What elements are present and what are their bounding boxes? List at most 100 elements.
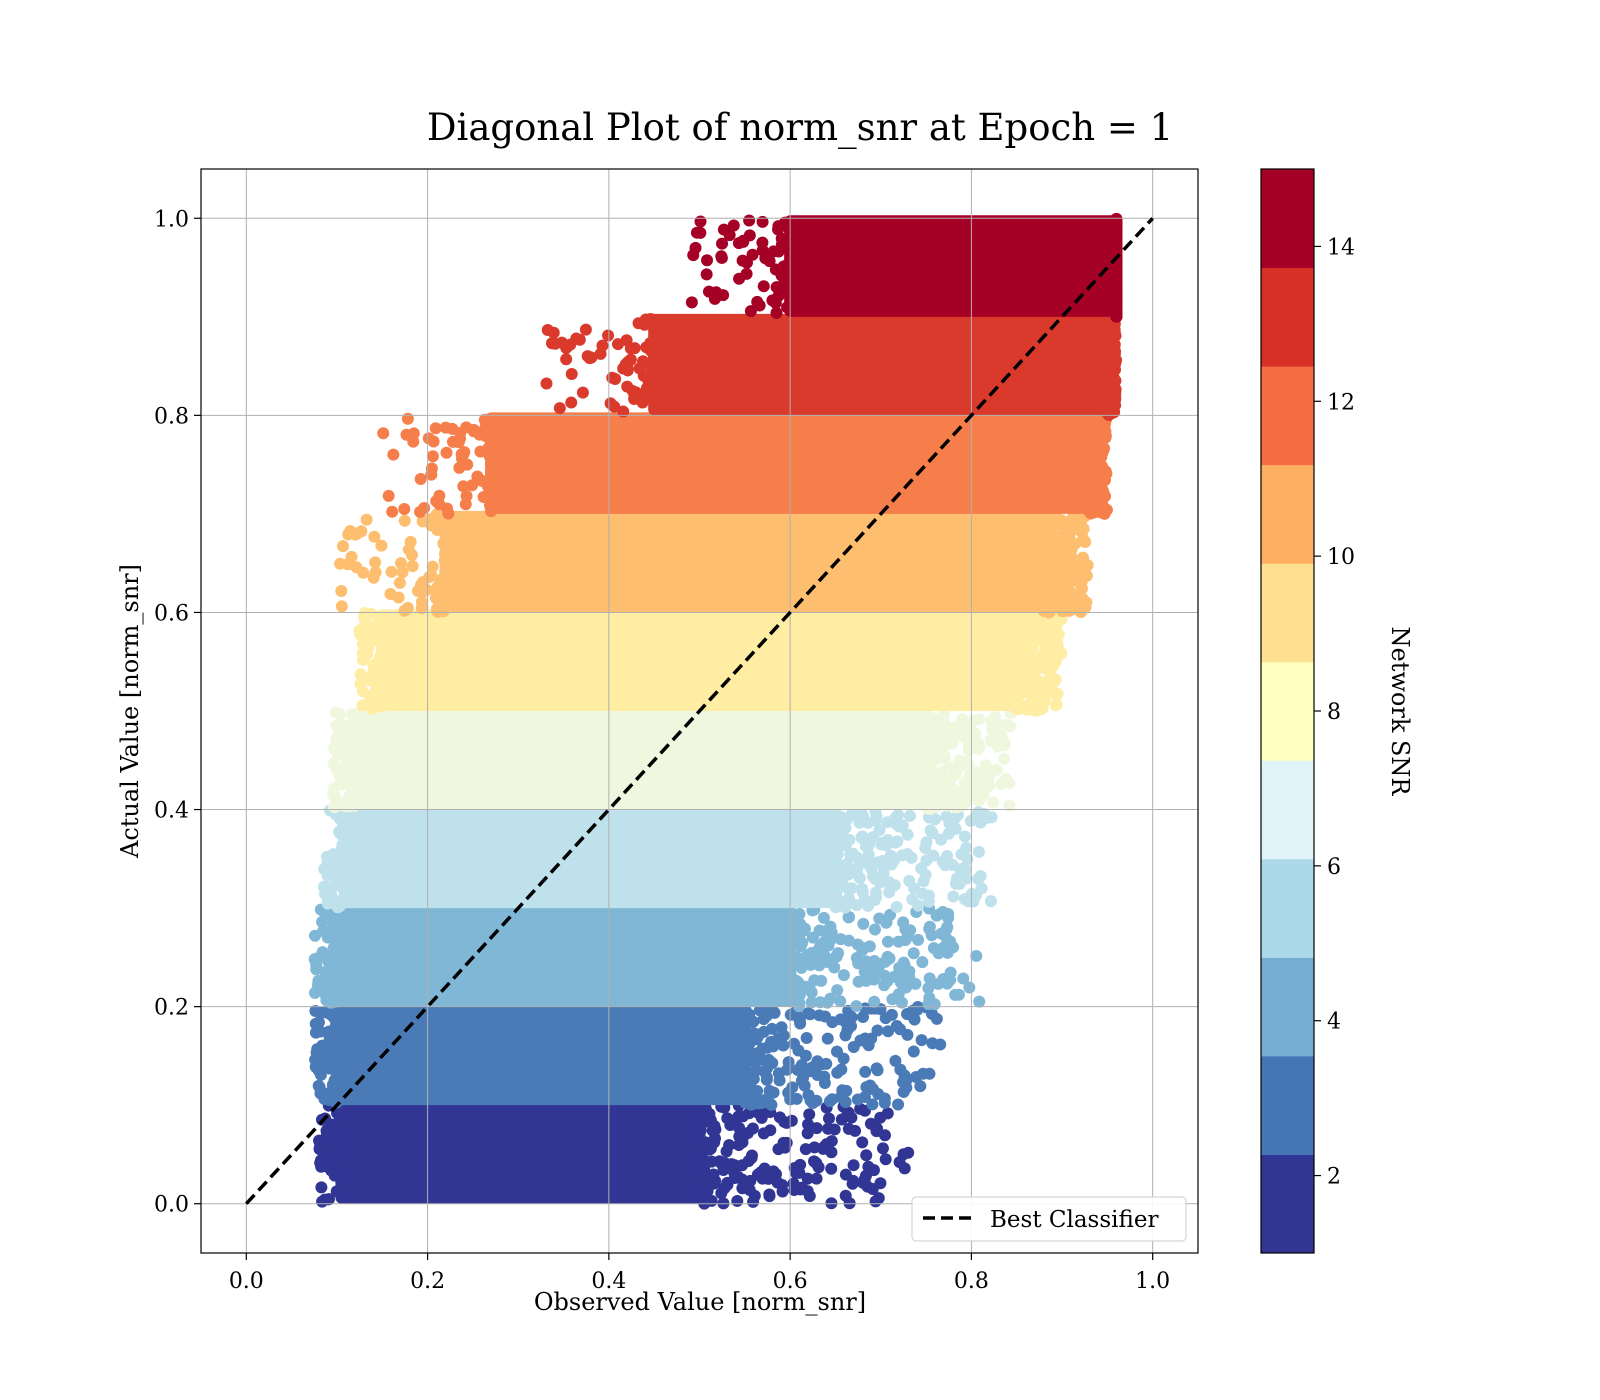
scatter-point [820,1057,833,1070]
scatter-point [825,1146,838,1159]
scatter-point [763,1190,776,1203]
scatter-point [570,332,583,345]
scatter-point [583,352,596,365]
scatter-point [859,840,872,853]
scatter-point [751,295,764,308]
scatter-point [883,876,896,889]
scatter-point [872,1192,885,1205]
scatter-point [1076,592,1089,605]
scatter-point [814,996,827,1009]
scatter-point [935,833,948,846]
scatter-point [694,215,707,228]
scatter-point [311,952,324,965]
scatter-point [1107,380,1120,393]
scatter-point [949,822,962,835]
legend-box [911,1196,1187,1242]
scatter-point [856,1136,869,1149]
scatter-point [441,502,454,515]
scatter-point [840,1084,853,1097]
scatter-point [767,1086,780,1099]
scatter-point [802,1007,815,1020]
scatter-point [339,814,352,827]
x-tick-label: 0.4 [591,1269,626,1294]
scatter-point [357,566,370,579]
scatter-point [621,364,634,377]
colorbar-segment [1261,169,1314,269]
scatter-point [896,849,909,862]
scatter-point [872,1088,885,1101]
scatter-point [385,565,398,578]
scatter-point [837,1052,850,1065]
x-tick-label: 0.2 [410,1269,445,1294]
scatter-point [756,236,769,249]
x-axis-ticks: 0.0 0.2 0.4 0.6 0.8 1.0 [229,1253,1170,1294]
scatter-point [320,881,333,894]
scatter-point [941,933,954,946]
scatter-point [1039,515,1052,528]
scatter-point [920,725,933,738]
y-tick-label: 0.0 [154,1193,189,1218]
scatter-point [812,1161,825,1174]
scatter-point [821,1032,834,1045]
scatter-point [869,886,882,899]
scatter-point [316,915,329,928]
scatter-point [801,1172,814,1185]
scatter-point [327,1059,340,1072]
scatter-point [716,237,729,250]
scatter-point [439,548,452,561]
scatter-point [773,281,786,294]
scatter-point [431,523,444,536]
scatter-point [1102,392,1115,405]
scatter-point [1068,569,1081,582]
scatter-point [392,591,405,604]
scatter-point [860,955,873,968]
scatter-point [930,799,943,812]
x-tick-label: 0.0 [229,1269,264,1294]
scatter-point [837,832,850,845]
scatter-point [743,214,756,227]
scatter-point [767,245,780,258]
scatter-point [829,818,842,831]
scatter-point [361,672,374,685]
scatter-point [1003,799,1016,812]
scatter-point [934,1038,947,1051]
scatter-point [842,911,855,924]
colorbar-tick-label: 14 [1327,235,1355,260]
scatter-point [831,984,844,997]
scatter-point [723,1139,736,1152]
scatter-point [817,911,830,924]
scatter-point [777,1039,790,1052]
scatter-point [596,339,609,352]
scatter-point [429,422,442,435]
scatter-point [769,296,782,309]
scatter-point [353,624,366,637]
scatter-point [407,435,420,448]
scatter-point [715,251,728,264]
scatter-point [946,791,959,804]
scatter-point [694,226,707,239]
scatter-point [740,256,753,269]
scatter-point [1055,543,1068,556]
scatter-point [1038,679,1051,692]
scatter-point [485,505,498,518]
scatter-point [885,858,898,871]
scatter-point [791,957,804,970]
scatter-point [727,219,740,232]
scatter-point [1109,329,1122,342]
scatter-band-core [330,905,797,1007]
scatter-point [777,1029,790,1042]
scatter-point [901,1008,914,1021]
scatter-point [876,1142,889,1155]
scatter-point [917,875,930,888]
scatter-point [329,1078,342,1091]
scatter-point [894,976,907,989]
scatter-point [309,1060,322,1073]
scatter-point [904,924,917,937]
scatter-point [393,576,406,589]
scatter-point [1099,429,1112,442]
scatter-point [579,323,592,336]
scatter-band-core [648,313,1114,416]
scatter-point [368,530,381,543]
scatter-point [739,1089,752,1102]
